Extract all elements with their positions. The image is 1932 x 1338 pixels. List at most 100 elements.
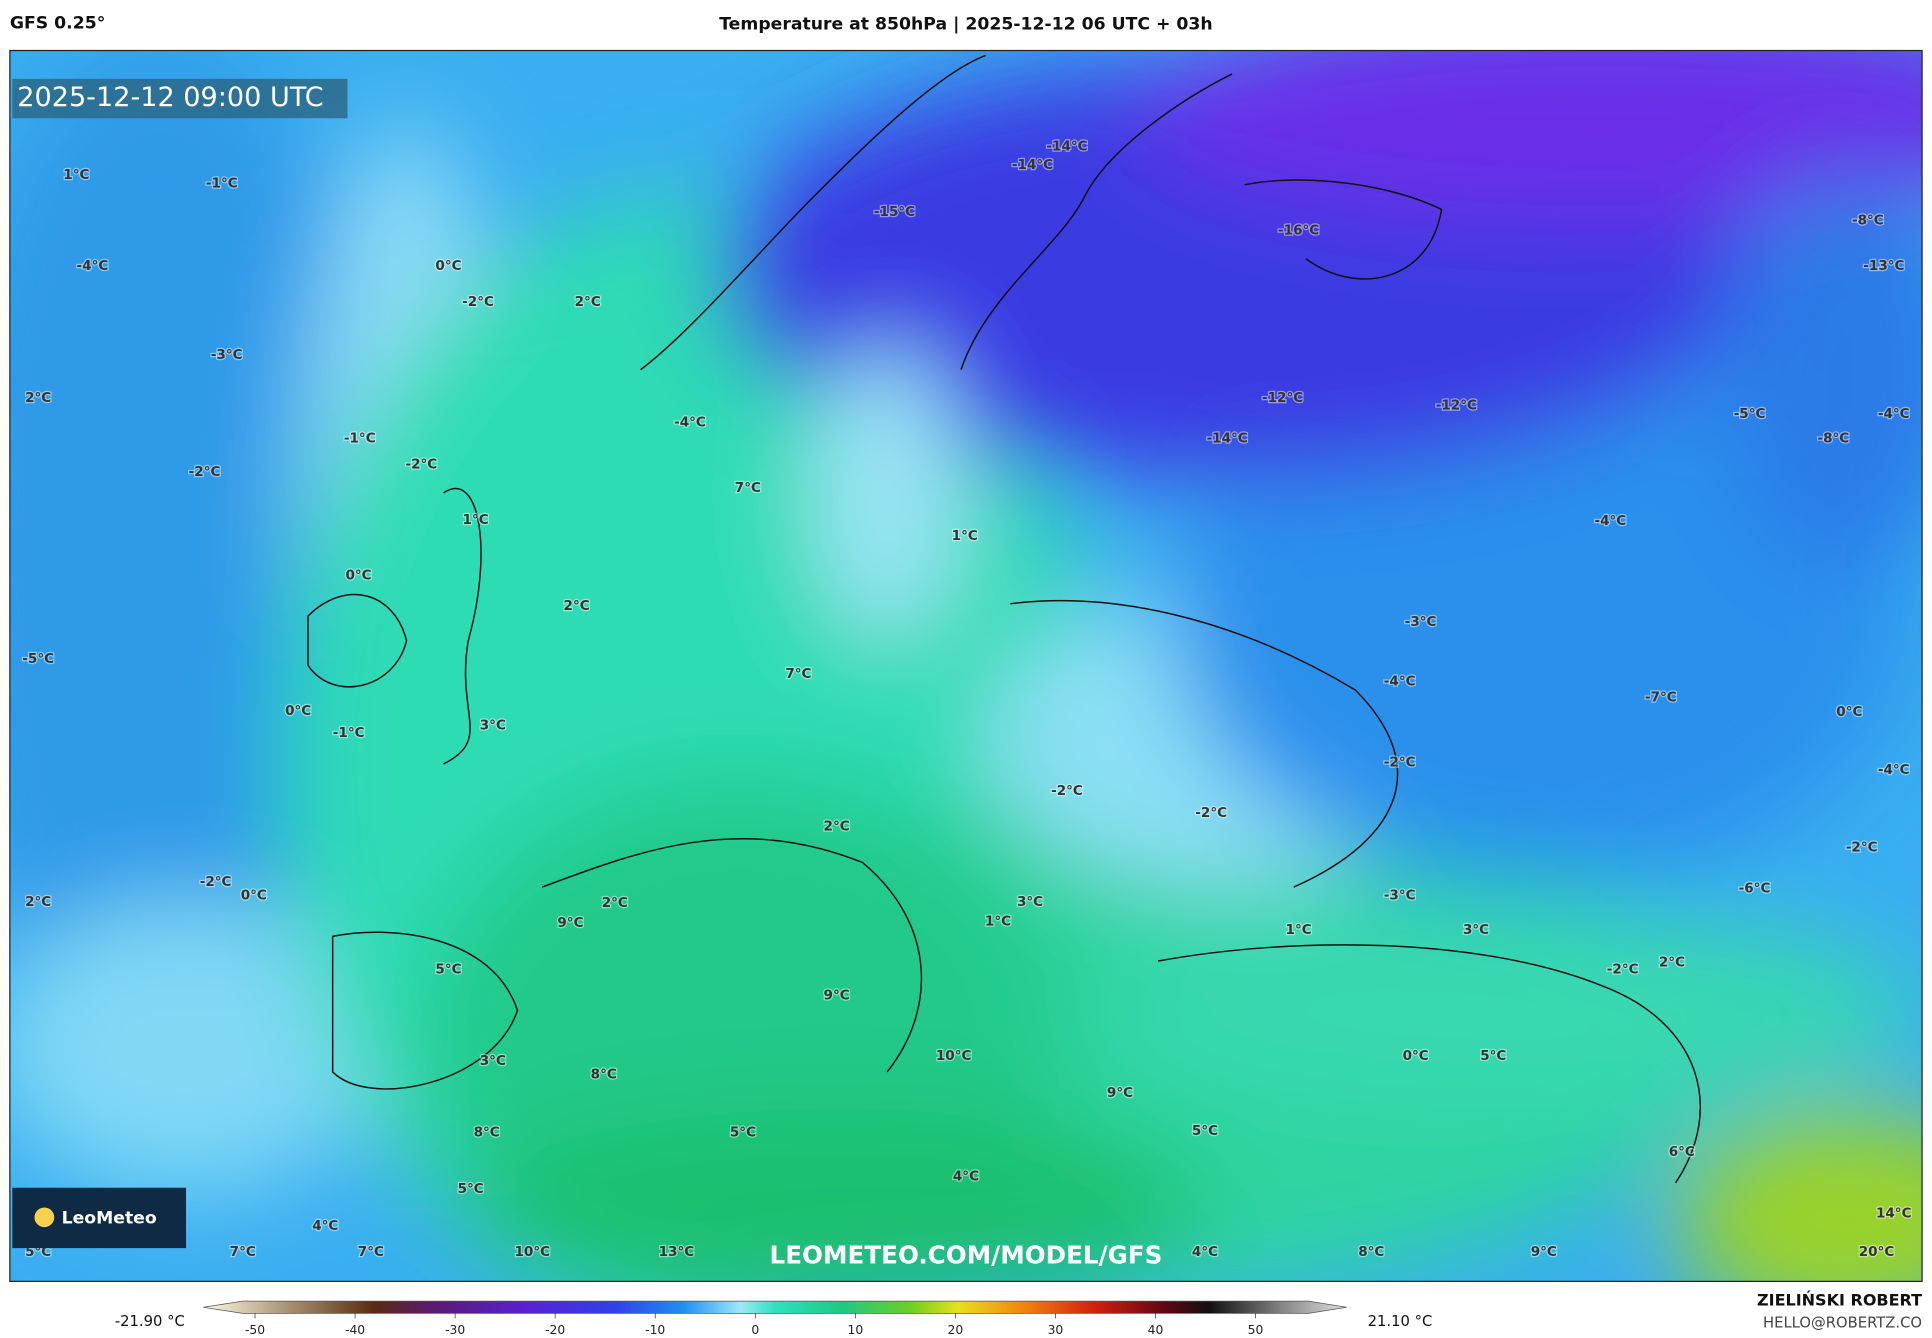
temperature-label: -6°C bbox=[1739, 880, 1771, 896]
temperature-label: 1°C bbox=[952, 528, 978, 544]
temperature-label: -2°C bbox=[189, 464, 221, 480]
temperature-label: -4°C bbox=[1594, 513, 1626, 529]
temperature-label: -2°C bbox=[1846, 840, 1878, 856]
temperature-label: 8°C bbox=[474, 1124, 500, 1140]
valid-time: 2025-12-12 09:00 UTC bbox=[17, 82, 323, 113]
temperature-label: -4°C bbox=[1384, 673, 1416, 689]
temperature-label: 2°C bbox=[25, 894, 51, 910]
temperature-label: -5°C bbox=[22, 651, 54, 667]
temperature-label: 13°C bbox=[659, 1244, 695, 1260]
temperature-label: 0°C bbox=[435, 258, 461, 274]
temperature-label: -5°C bbox=[1734, 406, 1766, 422]
temperature-label: 9°C bbox=[557, 915, 583, 931]
temperature-label: -3°C bbox=[211, 347, 243, 363]
temperature-label: 8°C bbox=[1358, 1244, 1384, 1260]
temperature-label: -1°C bbox=[344, 431, 376, 447]
temperature-label: -2°C bbox=[405, 457, 437, 473]
author: ZIELIŃSKI ROBERT bbox=[1757, 1291, 1922, 1310]
temperature-label: -8°C bbox=[1817, 431, 1849, 447]
temperature-label: 0°C bbox=[1836, 704, 1862, 720]
model-name: GFS 0.25° bbox=[10, 13, 105, 33]
temperature-label: -7°C bbox=[1645, 689, 1677, 705]
temperature-label: -2°C bbox=[462, 294, 494, 310]
temperature-label: 5°C bbox=[458, 1181, 484, 1197]
colorbar-tick-label: -50 bbox=[245, 1323, 265, 1337]
temperature-label: 5°C bbox=[435, 962, 461, 978]
temperature-label: -4°C bbox=[1878, 762, 1910, 778]
temperature-label: -4°C bbox=[77, 258, 109, 274]
temperature-label: 10°C bbox=[514, 1244, 550, 1260]
temperature-label: -14°C bbox=[1207, 431, 1248, 447]
colorbar-tick-label: -40 bbox=[345, 1323, 365, 1337]
temperature-label: 8°C bbox=[591, 1066, 617, 1082]
watermark: LEOMETEO.COM/MODEL/GFS bbox=[770, 1241, 1163, 1270]
temperature-label: 5°C bbox=[1192, 1123, 1218, 1139]
colorbar-tick-label: 30 bbox=[1048, 1323, 1064, 1337]
time-box bbox=[12, 78, 348, 119]
temperature-label: 2°C bbox=[602, 895, 628, 911]
temperature-label: 6°C bbox=[1669, 1144, 1695, 1160]
title: Temperature at 850hPa | 2025-12-12 06 UT… bbox=[719, 15, 1213, 35]
temperature-label: -2°C bbox=[1051, 783, 1083, 799]
temperature-label: 1°C bbox=[1286, 922, 1312, 938]
temperature-label: 0°C bbox=[1403, 1048, 1429, 1064]
temperature-label: 9°C bbox=[824, 988, 850, 1004]
temperature-label: -12°C bbox=[1436, 397, 1477, 413]
temperature-label: -1°C bbox=[333, 725, 365, 741]
temperature-label: 1°C bbox=[463, 512, 489, 528]
temperature-label: 3°C bbox=[1463, 922, 1489, 938]
temperature-label: -4°C bbox=[1878, 406, 1910, 422]
temperature-label: -16°C bbox=[1278, 222, 1319, 238]
temperature-label: 20°C bbox=[1859, 1244, 1895, 1260]
colorbar-tick-label: 0 bbox=[751, 1323, 759, 1337]
temperature-label: 2°C bbox=[824, 819, 850, 835]
email: HELLO@ROBERTZ.CO bbox=[1763, 1314, 1922, 1331]
colorbar-tick-label: -20 bbox=[545, 1323, 565, 1337]
map-frame bbox=[9, 49, 1923, 1283]
temperature-label: 9°C bbox=[1531, 1244, 1557, 1260]
temperature-label: 0°C bbox=[345, 567, 371, 583]
temperature-label: 2°C bbox=[575, 294, 601, 310]
temperature-label: 5°C bbox=[1480, 1048, 1506, 1064]
temperature-label: 0°C bbox=[241, 888, 267, 904]
temperature-label: -15°C bbox=[874, 204, 915, 220]
temperature-label: 7°C bbox=[785, 666, 811, 682]
colorbar-tick-label: 10 bbox=[847, 1323, 863, 1337]
temperature-label: 2°C bbox=[1659, 954, 1685, 970]
temperature-label: -2°C bbox=[1607, 962, 1639, 978]
colorbar-ticks: -50 -40 -30 -20 -10 0 10 20 30 40 50 bbox=[245, 1313, 1264, 1337]
temperature-label: 2°C bbox=[564, 598, 590, 614]
temperature-label: -1°C bbox=[206, 176, 238, 192]
colorbar-tick-label: 40 bbox=[1148, 1323, 1164, 1337]
temperature-label: -3°C bbox=[1405, 614, 1437, 630]
temperature-label: -14°C bbox=[1046, 139, 1087, 155]
temperature-label: -13°C bbox=[1863, 258, 1904, 274]
colorbar bbox=[203, 1300, 1347, 1314]
temperature-label: 3°C bbox=[480, 718, 506, 734]
temperature-label: 0°C bbox=[285, 703, 311, 719]
temperature-label: 4°C bbox=[312, 1218, 338, 1234]
colorbar-tick-label: 50 bbox=[1248, 1323, 1264, 1337]
colorbar-min: -21.90 °C bbox=[115, 1313, 185, 1330]
temperature-label: 10°C bbox=[936, 1048, 972, 1064]
temperature-label: 1°C bbox=[985, 914, 1011, 930]
temperature-label: -12°C bbox=[1262, 390, 1303, 406]
temperature-label: -2°C bbox=[1384, 755, 1416, 771]
temperature-label: -2°C bbox=[1195, 805, 1227, 821]
temperature-label: -2°C bbox=[200, 874, 232, 890]
colorbar-tick-label: -10 bbox=[645, 1323, 665, 1337]
logo-sun bbox=[34, 1207, 55, 1228]
temperature-label: 4°C bbox=[953, 1169, 979, 1185]
temperature-label: -3°C bbox=[1384, 888, 1416, 904]
temperature-label: 5°C bbox=[730, 1124, 756, 1140]
temperature-label: 2°C bbox=[25, 390, 51, 406]
temperature-label: 1°C bbox=[63, 167, 89, 183]
temperature-label: 9°C bbox=[1107, 1085, 1133, 1101]
logo: LeoMeteo bbox=[62, 1209, 157, 1229]
temperature-label: -8°C bbox=[1852, 213, 1884, 229]
coastlines bbox=[307, 54, 1701, 1184]
temperature-label: 3°C bbox=[480, 1053, 506, 1069]
